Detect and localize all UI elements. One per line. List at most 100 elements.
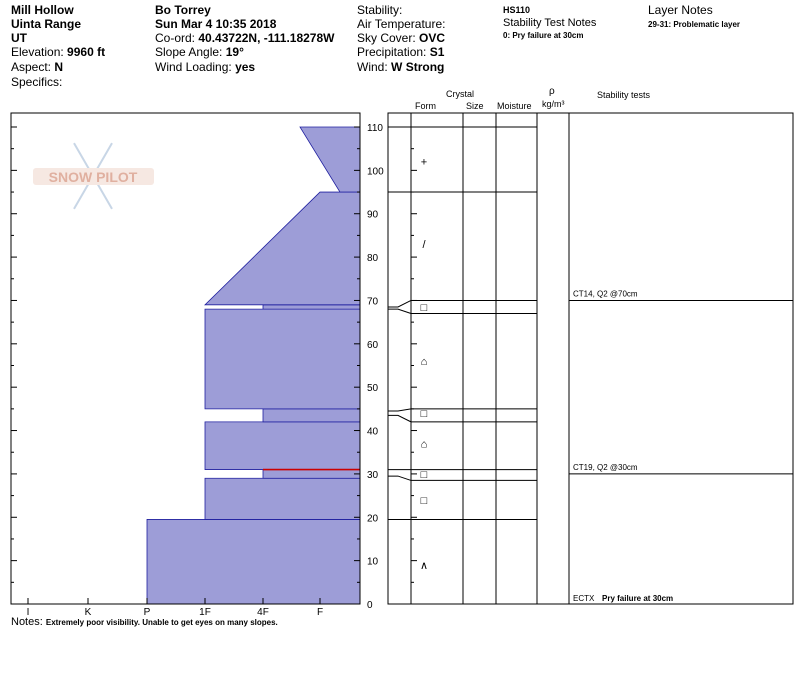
grain-form-symbol: □: [421, 302, 428, 314]
coord-label: Co-ord:: [155, 31, 196, 45]
range-name: Uinta Range: [11, 17, 82, 31]
hardness-layer: [146, 519, 361, 605]
precip-value: S1: [429, 45, 445, 59]
depth-tick-label: 10: [367, 557, 379, 568]
layer-connector: [388, 475, 412, 481]
grain-form-symbol: +: [421, 157, 427, 169]
wind-label: Wind:: [357, 60, 388, 74]
notes-text: Extremely poor visibility. Unable to get…: [45, 618, 278, 627]
hardness-layer: [262, 408, 361, 423]
wind-loading: Wind Loading: yes: [155, 60, 255, 74]
hardness-layer: [204, 308, 361, 410]
depth-tick-label: 40: [367, 427, 379, 438]
crystal-header: Crystal: [446, 89, 475, 99]
density-symbol: ρ: [549, 86, 555, 97]
state-name: UT: [11, 31, 27, 45]
chart-frames: [10, 112, 794, 605]
stability-test-label: CT14, Q2 @70cm: [573, 289, 638, 298]
hardness-tick-label: 4F: [257, 607, 269, 618]
hardness-layer: [262, 469, 361, 479]
elevation: Elevation: 9960 ft: [11, 45, 105, 59]
logo-banner: [33, 168, 154, 185]
hardness-layer: [204, 191, 361, 306]
grain-form-symbol: ⌂: [421, 439, 428, 451]
slope-label: Slope Angle:: [155, 45, 223, 59]
stability-test-label: ECTX: [573, 594, 595, 603]
hardness-tick-label: F: [317, 607, 323, 618]
notes-label: Notes:: [11, 616, 43, 628]
layer-connector: [388, 300, 412, 308]
precip-label: Precipitation:: [357, 45, 427, 59]
specifics-label: Specifics:: [11, 75, 63, 89]
density-unit: kg/m³: [542, 99, 565, 109]
sky-label: Sky Cover:: [357, 31, 416, 45]
layer-notes-item: 29-31: Problematic layer: [648, 20, 741, 29]
grain-form-symbol: □: [421, 495, 428, 507]
observer-name: Bo Torrey: [155, 3, 211, 17]
hardness-layer: [204, 421, 361, 470]
total-snow-depth: HS110: [503, 5, 531, 15]
form-header: Form: [415, 101, 436, 111]
layer-notes-title: Layer Notes: [648, 3, 713, 17]
depth-tick-label: 100: [367, 166, 384, 177]
aspect: Aspect: N: [11, 60, 63, 74]
hardness-tick-label: P: [144, 607, 151, 618]
sky-cover: Sky Cover: OVC: [357, 31, 445, 45]
stability-label: Stability:: [357, 3, 403, 17]
depth-axis: 0 10 20 30 40 50 60 70 80 90 100 110: [11, 123, 417, 611]
grain-form-symbol: ∧: [420, 560, 428, 572]
hardness-axis: I K P 1F 4F F: [27, 598, 323, 618]
location-name: Mill Hollow: [11, 3, 74, 17]
depth-tick-label: 50: [367, 383, 379, 394]
depth-tick-label: 70: [367, 296, 379, 307]
stability-notes-item: 0: Pry failure at 30cm: [503, 31, 584, 40]
layer-connector: [388, 414, 412, 423]
wind-value: W Strong: [391, 60, 445, 74]
depth-tick-label: 110: [367, 123, 383, 134]
sky-value: OVC: [419, 31, 446, 45]
logo-text: SNOW PILOT: [49, 169, 138, 185]
stability-tests-header: Stability tests: [597, 90, 651, 100]
layer-connector: [388, 408, 412, 412]
depth-tick-label: 0: [367, 600, 373, 611]
layer-table-frame: [387, 112, 794, 605]
hardness-layer: [204, 477, 361, 520]
moisture-header: Moisture: [497, 101, 532, 111]
air-temp-label: Air Temperature:: [357, 17, 446, 31]
snowpilot-logo: SNOW PILOT: [33, 142, 154, 210]
depth-tick-label: 20: [367, 513, 379, 524]
coordinates: Co-ord: 40.43722N, -111.18278W: [155, 31, 334, 45]
hardness-frame: [10, 112, 361, 605]
size-header: Size: [466, 101, 484, 111]
wind-loading-label: Wind Loading:: [155, 60, 232, 74]
hardness-tick-label: 1F: [199, 607, 211, 618]
grain-form-symbol: □: [421, 469, 428, 481]
stability-notes-title: Stability Test Notes: [503, 17, 597, 29]
aspect-label: Aspect:: [11, 60, 52, 74]
elevation-label: Elevation:: [11, 45, 64, 59]
grain-form-symbol: ⌂: [421, 356, 428, 368]
depth-tick-label: 60: [367, 340, 379, 351]
stability-test-label: CT19, Q2 @30cm: [573, 463, 638, 472]
hardness-tick-label: K: [85, 607, 92, 618]
depth-tick-label: 80: [367, 253, 379, 264]
stability-test-detail: Pry failure at 30cm: [602, 594, 673, 603]
hardness-layer: [299, 126, 361, 193]
slope-angle: Slope Angle: 19°: [155, 45, 244, 59]
depth-tick-label: 30: [367, 470, 379, 481]
aspect-value: N: [54, 60, 64, 74]
grain-form-symbol: □: [421, 408, 428, 420]
observation-datetime: Sun Mar 4 10:35 2018: [155, 17, 277, 31]
layer-table: + / □ ⌂ □ ⌂ □ □ ∧ CT14, Q2 @70cm CT19, Q2 @30cm ECT…: [388, 126, 793, 603]
notes: Notes: Extremely poor visibility. Unable…: [11, 616, 278, 628]
depth-tick-label: 90: [367, 210, 379, 221]
precipitation: Precipitation: S1: [357, 45, 444, 59]
elevation-value: 9960 ft: [67, 45, 106, 59]
wind: Wind: W Strong: [357, 60, 444, 74]
slope-value: 19°: [225, 45, 244, 59]
hardness-profile: [146, 126, 361, 605]
hardness-tick-label: I: [27, 607, 30, 618]
layer-connector: [388, 308, 412, 314]
coord-value: 40.43722N, -111.18278W: [198, 31, 335, 45]
